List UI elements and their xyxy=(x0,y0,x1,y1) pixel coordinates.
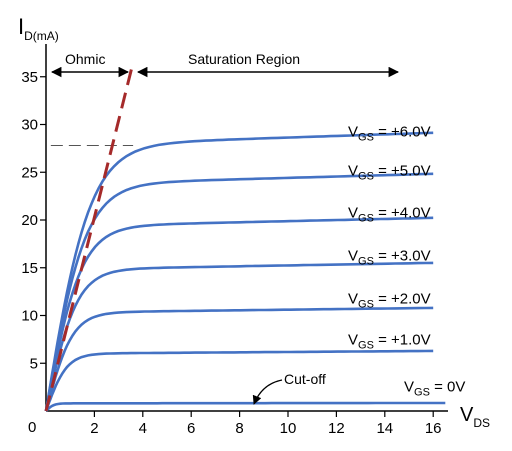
vgs-curve-4 xyxy=(44,216,434,412)
vgs-curve-0 xyxy=(45,401,446,412)
x-tick-label: 16 xyxy=(425,420,442,437)
ohmic-label: Ohmic xyxy=(65,51,105,67)
vgs-curve-1 xyxy=(44,349,434,412)
curve-label-2: VGS = +2.0V xyxy=(348,291,431,311)
x-tick-label: 2 xyxy=(90,420,98,437)
x-tick-label: 12 xyxy=(328,420,345,437)
vgs-curve-6 xyxy=(44,131,434,412)
x-tick-label: 4 xyxy=(139,420,147,437)
x-tick-label: 8 xyxy=(235,420,243,437)
ohmic-saturation-boundary xyxy=(44,62,135,412)
x-tick-label: 14 xyxy=(376,420,393,437)
y-tick-label: 10 xyxy=(21,308,38,325)
saturation-label: Saturation Region xyxy=(188,51,300,67)
x-axis-label: VDS xyxy=(460,404,490,430)
y-tick-label: 5 xyxy=(30,355,38,372)
y-axis-label: ID(mA) xyxy=(18,14,59,43)
curve-label-1: VGS = +1.0V xyxy=(348,332,431,352)
origin-label: 0 xyxy=(28,419,36,436)
y-tick-label: 30 xyxy=(21,117,38,134)
x-tick-label: 6 xyxy=(187,420,195,437)
curve-label-0: VGS = 0V xyxy=(404,378,465,398)
curve-label-5: VGS = +5.0V xyxy=(348,163,431,183)
curve-label-4: VGS = +4.0V xyxy=(348,205,431,225)
curve-labels-group: VGS = 0V VGS = +1.0V VGS = +2.0V VGS = +3.0… xyxy=(348,124,465,399)
x-tick-label: 10 xyxy=(280,420,297,437)
boundary-group xyxy=(44,62,135,412)
y-tick-label: 25 xyxy=(21,164,38,181)
curve-label-6: VGS = +6.0V xyxy=(348,124,431,144)
curves-group xyxy=(44,131,446,412)
y-tick-label: 35 xyxy=(21,69,38,86)
y-tick-label: 15 xyxy=(21,260,38,277)
y-tick-label: 20 xyxy=(21,212,38,229)
vgs-curve-5 xyxy=(44,172,434,412)
cutoff-label: Cut-off xyxy=(284,371,326,387)
curve-label-3: VGS = +3.0V xyxy=(348,248,431,268)
vgs-curve-3 xyxy=(44,261,434,412)
axis-ticks: 2 4 6 8 10 12 14 16 5 10 15 20 25 30 35 xyxy=(21,69,441,437)
vgs-curve-2 xyxy=(44,306,434,412)
cutoff-pointer xyxy=(252,379,283,405)
